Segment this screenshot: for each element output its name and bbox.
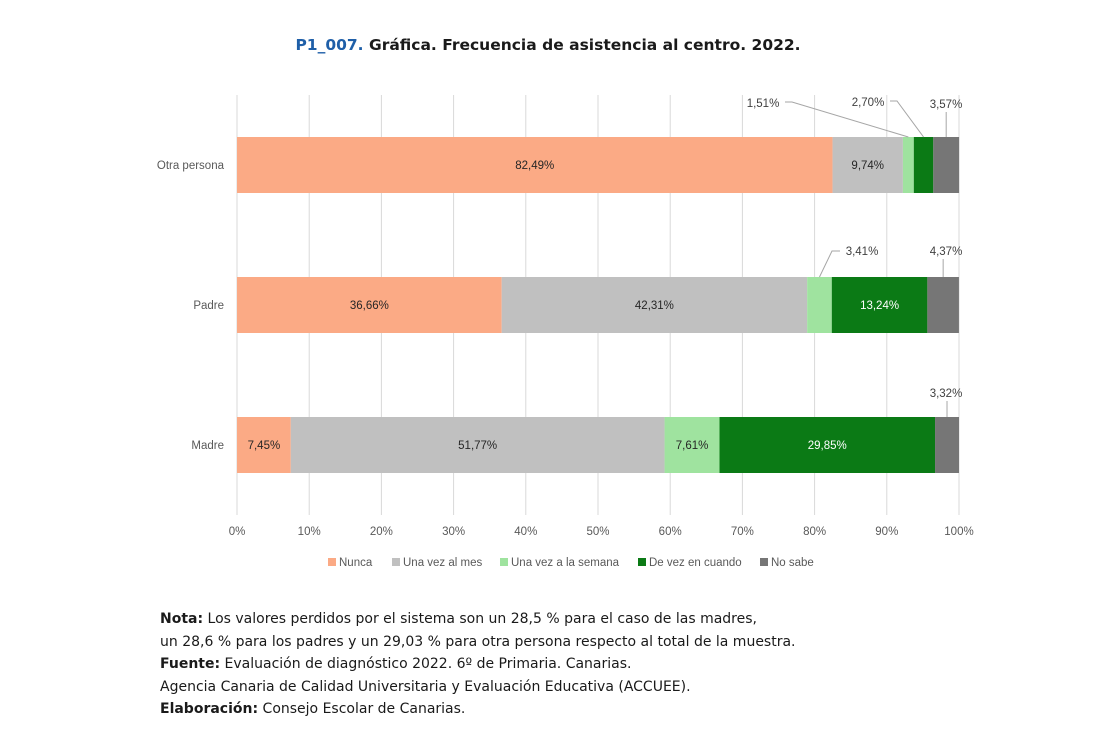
category-label: Otra persona <box>157 160 225 172</box>
x-tick-label: 20% <box>370 526 393 538</box>
bar-segment <box>913 137 934 193</box>
bar-segment <box>237 277 502 333</box>
legend-label: De vez en cuando <box>649 557 742 569</box>
data-label: 29,85% <box>808 440 847 452</box>
data-label: 3,41% <box>846 246 879 258</box>
data-label: 36,66% <box>350 300 389 312</box>
leader-line <box>785 101 909 138</box>
source-line: Fuente: Evaluación de diagnóstico 2022. … <box>160 653 796 676</box>
elaboration-line: Elaboración: Consejo Escolar de Canarias… <box>160 698 796 721</box>
bar-segment <box>831 277 928 333</box>
x-tick-label: 0% <box>229 526 246 538</box>
data-label: 9,74% <box>851 160 884 172</box>
bar-segment <box>664 417 720 473</box>
category-label: Padre <box>193 300 224 312</box>
note-line-2: un 28,6 % para los padres y un 29,03 % p… <box>160 633 796 650</box>
x-tick-label: 80% <box>803 526 826 538</box>
x-tick-label: 50% <box>586 526 609 538</box>
bar-segment <box>237 417 291 473</box>
x-tick-label: 100% <box>944 526 973 538</box>
notes-block: Nota: Los valores perdidos por el sistem… <box>160 608 796 721</box>
chart-title-text: Gráfica. Frecuencia de asistencia al cen… <box>363 36 801 54</box>
data-label: 7,45% <box>248 440 281 452</box>
legend-swatch <box>392 558 400 566</box>
data-label: 3,57% <box>930 99 963 111</box>
data-label: 4,37% <box>930 246 963 258</box>
bar-segment <box>832 137 903 193</box>
source-label: Fuente: <box>160 656 221 672</box>
data-label: 2,70% <box>852 97 885 109</box>
bar-segment <box>902 137 914 193</box>
data-label: 7,61% <box>676 440 709 452</box>
chart-title: P1_007. Gráfica. Frecuencia de asistenci… <box>0 36 1096 54</box>
bar-segment <box>290 417 665 473</box>
note-text-1: Los valores perdidos por el sistema son … <box>203 611 757 627</box>
bar-segment <box>501 277 808 333</box>
data-label: 42,31% <box>635 300 674 312</box>
elaboration-text: Consejo Escolar de Canarias. <box>258 701 466 717</box>
chart-code: P1_007. <box>295 36 364 54</box>
x-tick-label: 70% <box>731 526 754 538</box>
x-tick-label: 90% <box>875 526 898 538</box>
leader-line <box>890 100 924 138</box>
legend-swatch <box>760 558 768 566</box>
legend-label: No sabe <box>771 557 814 569</box>
elaboration-label: Elaboración: <box>160 701 259 717</box>
data-label: 13,24% <box>860 300 899 312</box>
legend-swatch <box>500 558 508 566</box>
bar-segment <box>807 277 832 333</box>
legend-swatch <box>328 558 336 566</box>
category-label: Madre <box>191 440 224 452</box>
note-label: Nota: <box>160 611 204 627</box>
agency-line: Agencia Canaria de Calidad Universitaria… <box>160 678 691 695</box>
bar-segment <box>237 137 833 193</box>
x-tick-label: 10% <box>298 526 321 538</box>
leader-line <box>819 250 840 278</box>
legend-label: Nunca <box>339 557 373 569</box>
bar-segment <box>935 417 959 473</box>
legend-label: Una vez a la semana <box>511 557 620 569</box>
x-tick-label: 60% <box>659 526 682 538</box>
bar-segment <box>933 137 960 193</box>
source-text: Evaluación de diagnóstico 2022. 6º de Pr… <box>220 656 632 672</box>
bar-segment <box>927 277 959 333</box>
data-label: 51,77% <box>458 440 497 452</box>
note-line-1: Nota: Los valores perdidos por el sistem… <box>160 608 796 631</box>
data-label: 82,49% <box>515 160 554 172</box>
x-tick-label: 40% <box>514 526 537 538</box>
stacked-bar-chart: Otra persona Padre Madre 82,49% 9,74% 1,51% 2,… <box>157 95 974 569</box>
bar-segment <box>719 417 936 473</box>
data-label: 3,32% <box>930 388 963 400</box>
x-tick-label: 30% <box>442 526 465 538</box>
legend-label: Una vez al mes <box>403 557 483 569</box>
data-label: 1,51% <box>747 98 780 110</box>
legend-swatch <box>638 558 646 566</box>
